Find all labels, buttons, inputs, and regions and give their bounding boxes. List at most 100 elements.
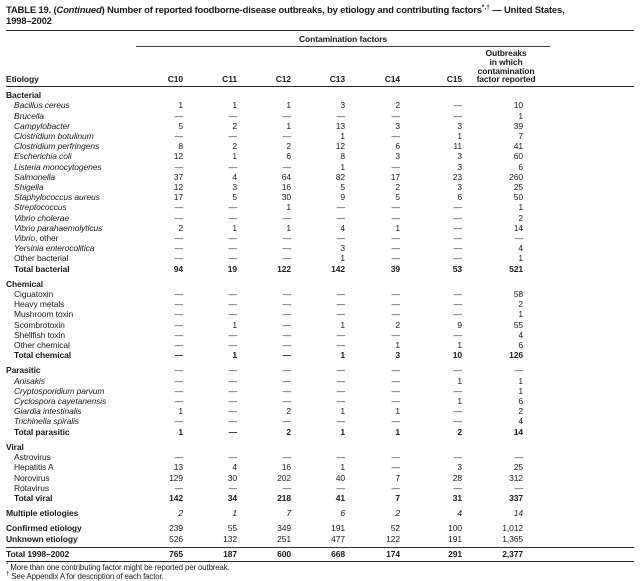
etiology-cell: Bacterial [6, 90, 136, 100]
filler-cell [550, 233, 634, 243]
title-middle: ) Number of reported foodborne-disease o… [101, 5, 482, 16]
value-cell: 4 [340, 222, 345, 233]
filler-cell [523, 253, 550, 263]
table-row: Shigella 12 3 16 5 2 3 25 [6, 182, 634, 192]
etiology-cell: Yersinia enterocolitica [6, 243, 136, 253]
value-cell: — [174, 375, 184, 386]
value-cell: 14 [513, 508, 523, 519]
etiology-cell: Bacillus cereus [6, 100, 136, 110]
etiology-cell: Clostridium botulinum [6, 131, 136, 141]
table-row: Rotavirus — — — — — — — [6, 483, 634, 493]
value-cell: — [282, 452, 292, 463]
contamination-factors-group-header: Contamination factors [136, 31, 551, 47]
value-cell: — [336, 416, 346, 427]
filler-cell [550, 442, 634, 452]
value-cell: 7 [395, 472, 400, 483]
etiology-cell: Parasitic [6, 365, 136, 375]
value-cell: 4 [232, 171, 237, 182]
value-cell: — [453, 289, 463, 300]
value-cell: 2 [518, 299, 523, 310]
etiology-cell: Cyclospora cayetanensis [6, 396, 136, 406]
etiology-cell: Ciguatoxin [6, 289, 136, 299]
value-cell: — [453, 385, 463, 396]
value-cell: 3 [232, 182, 237, 193]
table-title: TABLE 19. (Continued) Number of reported… [6, 4, 634, 27]
value-cell [183, 279, 237, 289]
value-cell: 1,012 [502, 523, 523, 534]
value-cell: — [453, 365, 463, 376]
value-cell [345, 90, 400, 100]
filler-cell [550, 299, 634, 309]
value-cell: — [282, 131, 292, 141]
etiology-label: Vibrio [14, 233, 35, 244]
value-cell: 3 [395, 120, 400, 131]
value-cell: — [391, 385, 401, 396]
etiology-cell: Clostridium perfringens [6, 141, 136, 151]
value-cell [237, 279, 291, 289]
table-row: Norovirus 129 30 202 40 7 28 312 [6, 473, 634, 483]
etiology-label: Viral [6, 441, 24, 452]
value-cell [136, 279, 183, 289]
filler-cell [523, 365, 550, 375]
value-cell [291, 90, 345, 100]
etiology-cell: Escherichia coli [6, 151, 136, 161]
value-cell: — [336, 482, 346, 493]
title-suffix: — United States, [489, 5, 565, 16]
value-cell [345, 442, 400, 452]
table-row: Staphylococcus aureus 17 5 30 9 5 6 50 [6, 192, 634, 202]
value-cell: — [282, 375, 292, 386]
etiology-cell: Campylobacter [6, 121, 136, 131]
title-prefix: TABLE 19. ( [6, 5, 57, 16]
filler-cell [550, 172, 634, 182]
value-cell: 39 [513, 120, 523, 131]
value-cell: — [228, 233, 238, 244]
filler-cell [550, 493, 634, 503]
value-cell: 126 [509, 350, 523, 361]
table-row: Campylobacter 5 2 1 13 3 3 39 [6, 121, 634, 131]
etiology-label: Vibrio parahaemolyticus [14, 222, 103, 233]
value-cell: 2 [395, 319, 400, 330]
value-cell: 1 [518, 309, 523, 320]
value-cell: — [336, 340, 346, 351]
value-cell: 765 [136, 546, 183, 562]
value-cell: 251 [277, 533, 291, 544]
table-row: Shellfish toxin — — — — — — 4 [6, 330, 634, 340]
filler-cell [523, 121, 550, 131]
etiology-label: Streptococcus [14, 202, 67, 213]
value-cell: — [514, 452, 524, 463]
filler-cell [523, 151, 550, 161]
value-cell [237, 442, 291, 452]
value-cell: — [453, 110, 463, 121]
etiology-label: Staphylococcus aureus [14, 192, 100, 203]
value-cell: 2 [457, 426, 462, 437]
filler-cell [523, 442, 550, 452]
etiology-label: Hepatitis A [14, 462, 54, 473]
value-cell: 52 [390, 523, 400, 534]
value-cell: — [453, 243, 463, 254]
filler-cell [550, 253, 634, 263]
value-cell: 3 [457, 462, 462, 473]
filler-cell [550, 546, 635, 562]
filler-cell [550, 289, 634, 299]
etiology-label: Yersinia enterocolitica [14, 243, 95, 254]
value-cell: — [228, 416, 238, 427]
value-cell: — [228, 426, 238, 437]
etiology-cell: Heavy metals [6, 299, 136, 309]
etiology-cell: Streptococcus [6, 202, 136, 212]
etiology-label: Cryptosporidium parvum [14, 385, 105, 396]
value-cell: — [282, 396, 292, 407]
value-cell: 25 [513, 182, 523, 193]
value-cell: 600 [237, 546, 291, 562]
value-cell: 202 [277, 472, 291, 483]
filler-cell [523, 546, 551, 562]
etiology-label: Clostridium perfringens [14, 141, 100, 152]
value-cell: — [174, 309, 184, 320]
table-row: Bacillus cereus 1 1 1 3 2 — 10 [6, 100, 634, 110]
value-cell: 291 [400, 546, 462, 562]
value-cell: — [282, 365, 292, 376]
section-total-row: Total bacterial 94 19 122 142 39 53 521 [6, 264, 634, 274]
value-cell: 53 [452, 263, 462, 274]
value-cell: 4 [518, 243, 523, 254]
value-cell: 37 [173, 171, 183, 182]
